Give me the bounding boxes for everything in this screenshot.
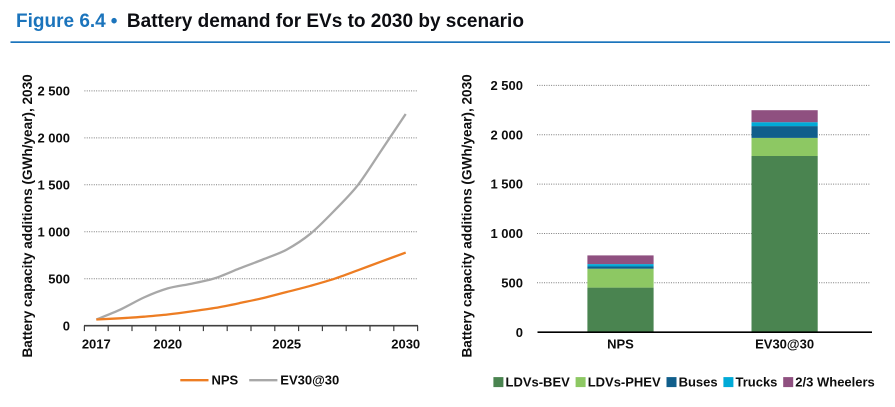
svg-text:2025: 2025 <box>272 337 301 352</box>
svg-text:0: 0 <box>63 318 70 333</box>
svg-text:Figure 6.4•Battery demand for: Figure 6.4 • Battery demand for EVs to 203… <box>16 11 524 32</box>
svg-text:500: 500 <box>48 271 70 286</box>
svg-text:2 000: 2 000 <box>490 127 523 142</box>
svg-text:Buses: Buses <box>679 375 718 390</box>
svg-text:Battery capacity additions (GW: Battery capacity additions (GWh/year), 2… <box>20 74 35 357</box>
svg-text:NPS: NPS <box>212 373 239 388</box>
svg-text:0: 0 <box>516 325 523 340</box>
svg-text:EV30@30: EV30@30 <box>280 373 339 388</box>
svg-text:2 000: 2 000 <box>37 131 70 146</box>
svg-text:1 500: 1 500 <box>490 177 523 192</box>
svg-text:Trucks: Trucks <box>736 375 778 390</box>
svg-text:Battery capacity additions (GW: Battery capacity additions (GWh/year), 2… <box>459 74 474 357</box>
svg-text:LDVs-BEV: LDVs-BEV <box>506 375 571 390</box>
svg-text:2017: 2017 <box>82 337 111 352</box>
svg-text:1 000: 1 000 <box>37 224 70 239</box>
svg-text:500: 500 <box>501 275 523 290</box>
svg-text:1 500: 1 500 <box>37 177 70 192</box>
svg-text:2/3 Wheelers: 2/3 Wheelers <box>795 375 875 390</box>
svg-text:2 500: 2 500 <box>490 78 523 93</box>
svg-text:NPS: NPS <box>607 337 634 352</box>
svg-text:EV30@30: EV30@30 <box>755 337 814 352</box>
svg-text:1 000: 1 000 <box>490 226 523 241</box>
svg-text:2 500: 2 500 <box>37 84 70 99</box>
svg-text:2030: 2030 <box>391 337 420 352</box>
svg-text:LDVs-PHEV: LDVs-PHEV <box>588 375 661 390</box>
svg-text:2020: 2020 <box>153 337 182 352</box>
